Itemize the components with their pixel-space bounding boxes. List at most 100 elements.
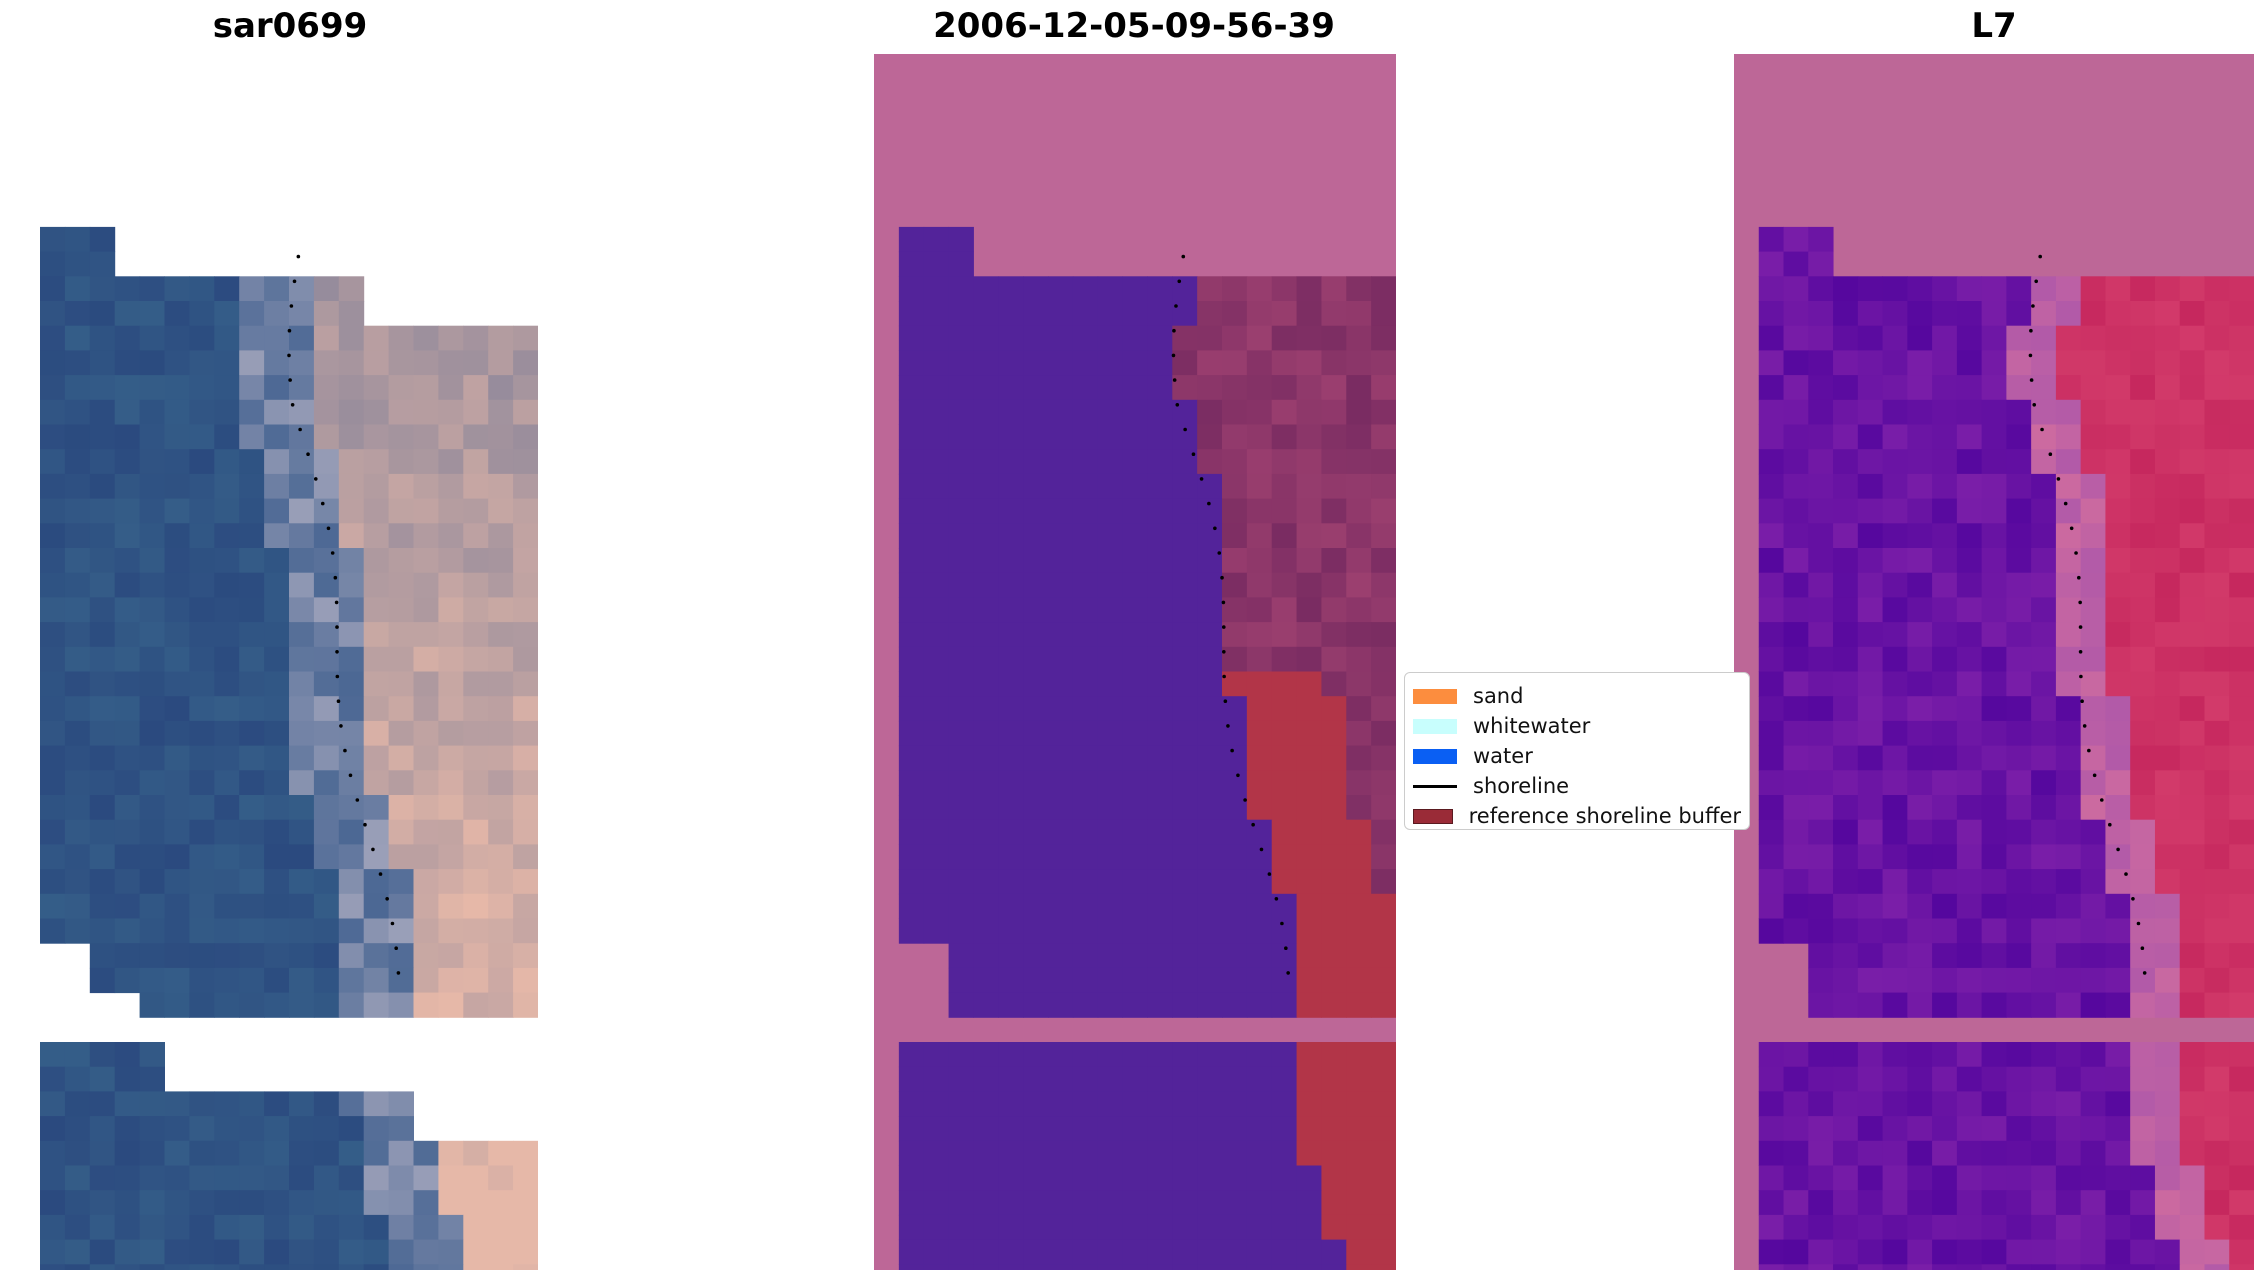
index-pixel: [1857, 671, 1884, 697]
class-pixel: [1271, 1264, 1298, 1270]
index-pixel: [1932, 498, 1958, 524]
class-pixel: [1122, 424, 1148, 450]
shoreline-point: [1221, 625, 1226, 629]
rgb-pixel: [114, 622, 141, 648]
rgb-pixel: [338, 646, 365, 672]
rgb-pixel: [463, 745, 489, 771]
rgb-pixel: [89, 473, 116, 500]
class-pixel: [973, 646, 999, 672]
rgb-pixel: [114, 1042, 141, 1068]
index-pixel: [2055, 473, 2082, 500]
index-pixel: [2130, 276, 2156, 302]
rgb-pixel: [239, 1214, 265, 1241]
index-pixel: [1857, 893, 1884, 919]
index-pixel: [1808, 819, 1834, 845]
rgb-pixel: [89, 844, 116, 870]
rgb-pixel: [214, 301, 240, 327]
index-pixel: [2179, 893, 2205, 919]
index-pixel: [2031, 301, 2057, 327]
shoreline-point: [2032, 403, 2037, 407]
class-pixel: [1072, 992, 1099, 1018]
class-pixel: [923, 646, 950, 672]
rgb-pixel: [264, 696, 290, 722]
rgb-pixel: [289, 943, 315, 969]
rgb-pixel: [239, 301, 265, 327]
rgb-pixel: [438, 844, 464, 870]
rgb-pixel: [363, 745, 390, 771]
rgb-pixel: [289, 1140, 315, 1166]
class-pixel: [1246, 1214, 1273, 1241]
index-pixel: [2105, 548, 2131, 574]
rgb-pixel: [463, 523, 489, 549]
rgb-pixel: [64, 696, 91, 722]
rgb-pixel: [388, 943, 414, 969]
class-pixel: [1122, 449, 1148, 475]
index-pixel: [2006, 671, 2032, 697]
class-pixel: [923, 597, 950, 623]
rgb-pixel: [64, 1190, 91, 1216]
index-pixel: [2006, 572, 2032, 598]
rgb-pixel: [114, 325, 141, 351]
class-pixel: [1122, 1190, 1148, 1216]
class-pixel: [973, 795, 999, 821]
index-pixel: [2006, 745, 2032, 771]
class-pixel: [1172, 325, 1198, 351]
rgb-pixel: [64, 893, 91, 919]
rgb-pixel: [488, 622, 514, 648]
rgb-pixel: [89, 819, 116, 845]
index-pixel: [1808, 251, 1834, 277]
index-pixel: [2154, 350, 2181, 376]
rgb-pixel: [413, 1140, 439, 1166]
index-pixel: [2130, 1140, 2156, 1166]
class-pixel: [1197, 745, 1223, 771]
index-pixel: [1758, 375, 1785, 401]
class-pixel: [1172, 622, 1198, 648]
class-pixel: [973, 844, 999, 870]
class-pixel: [1246, 671, 1273, 697]
class-pixel: [1097, 597, 1124, 623]
index-pixel: [2204, 1264, 2230, 1270]
class-pixel: [1321, 1165, 1347, 1191]
rgb-pixel: [264, 498, 290, 524]
index-pixel: [2006, 424, 2032, 450]
class-pixel: [898, 597, 925, 623]
rgb-pixel: [214, 523, 240, 549]
class-pixel: [1023, 424, 1049, 450]
index-pixel: [1882, 424, 1908, 450]
index-pixel: [1932, 597, 1958, 623]
class-pixel: [1023, 795, 1049, 821]
class-pixel: [1197, 1116, 1223, 1142]
rgb-pixel: [388, 646, 414, 672]
rgb-pixel: [264, 572, 290, 598]
index-pixel: [1857, 992, 1884, 1018]
class-pixel: [1147, 671, 1173, 697]
index-pixel: [2204, 449, 2230, 475]
class-pixel: [1023, 696, 1049, 722]
shoreline-point: [1236, 773, 1240, 778]
class-pixel: [1346, 943, 1372, 969]
rgb-pixel: [214, 992, 240, 1018]
class-pixel: [1097, 325, 1124, 351]
index-pixel: [2055, 399, 2082, 425]
rgb-pixel: [488, 795, 514, 821]
rgb-pixel: [463, 869, 489, 895]
class-pixel: [1172, 1042, 1198, 1068]
class-pixel: [1246, 498, 1273, 524]
rgb-pixel: [214, 967, 240, 994]
rgb-pixel: [413, 523, 439, 549]
rgb-pixel: [64, 350, 91, 376]
class-pixel: [1023, 301, 1049, 327]
rgb-pixel: [413, 720, 439, 747]
index-pixel: [2105, 399, 2131, 425]
rgb-pixel: [114, 276, 141, 302]
class-pixel: [998, 745, 1024, 771]
rgb-pixel: [89, 1066, 116, 1092]
rgb-pixel: [40, 301, 66, 327]
class-pixel: [1296, 1091, 1322, 1117]
rgb-pixel: [289, 1264, 315, 1270]
index-pixel: [2179, 1190, 2205, 1216]
rgb-pixel: [40, 251, 66, 277]
shoreline-point: [2136, 921, 2141, 926]
class-pixel: [1048, 745, 1074, 771]
index-pixel: [2204, 473, 2230, 500]
